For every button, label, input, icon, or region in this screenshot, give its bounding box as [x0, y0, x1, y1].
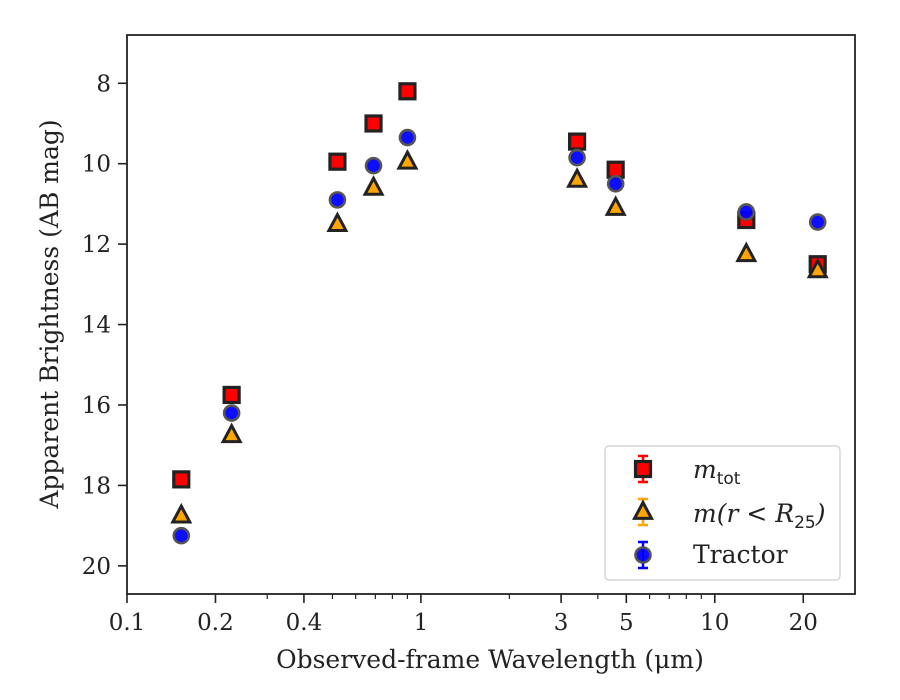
data-point-tractor [808, 213, 827, 231]
legend-marker-tractor [634, 546, 652, 564]
x-tick-label: 10 [700, 610, 729, 636]
data-point-tractor [606, 174, 625, 193]
legend-label-m-r25: m(r < R25) [693, 499, 825, 533]
x-tick-label: 5 [619, 610, 634, 636]
series-m-tot [172, 82, 827, 489]
data-point-tractor [398, 128, 417, 147]
data-point-m-tot [606, 160, 625, 179]
data-point-m-r25 [396, 149, 419, 170]
data-point-tractor [568, 148, 586, 167]
x-tick-label: 1 [414, 610, 429, 636]
plot-area [170, 82, 829, 545]
data-point-m-r25 [566, 167, 589, 188]
series-m-r25 [170, 149, 829, 524]
data-point-m-r25 [220, 422, 243, 444]
data-point-tractor [328, 191, 347, 209]
data-point-m-tot [398, 82, 417, 101]
data-point-m-tot [222, 385, 241, 405]
y-tick-label: 12 [82, 232, 111, 258]
x-axis-label: Observed-frame Wavelength (μm) [276, 645, 704, 674]
y-tick-label: 8 [96, 71, 111, 97]
legend-marker-m-tot [633, 459, 653, 479]
legend-swatch-m-tot [633, 454, 653, 484]
data-point-m-r25 [170, 502, 193, 524]
legend: mtot m(r < R25) Tractor [604, 445, 841, 581]
axes: 0.1 0.2 0.4 1 3 5 10 20 8 10 12 14 16 18 20 [82, 34, 856, 636]
x-tick-label: 0.4 [286, 610, 323, 636]
data-point-tractor [737, 203, 756, 221]
data-point-tractor [364, 156, 383, 175]
y-tick-label: 18 [82, 473, 111, 499]
data-point-tractor [172, 526, 191, 545]
legend-label-m-tot: mtot [693, 455, 741, 489]
y-tick-label: 16 [82, 393, 111, 419]
data-point-m-r25 [362, 175, 385, 196]
data-point-m-r25 [806, 257, 829, 279]
x-tick-label: 20 [789, 610, 818, 636]
y-axis-label: Apparent Brightness (AB mag) [35, 119, 64, 509]
series-tractor [172, 128, 827, 545]
plot-frame [126, 34, 856, 595]
x-tick-label: 3 [554, 610, 569, 636]
y-tick-label: 20 [82, 554, 111, 580]
data-point-m-tot [328, 152, 347, 171]
legend-box [604, 445, 841, 581]
x-tick-label: 0.1 [109, 610, 146, 636]
data-point-m-r25 [326, 211, 349, 232]
y-tick-label: 14 [82, 313, 111, 339]
legend-label-tractor: Tractor [693, 540, 788, 569]
legend-swatch-m-r25 [631, 497, 655, 527]
x-tick-label: 0.2 [197, 610, 234, 636]
y-tick-label: 10 [82, 152, 111, 178]
data-point-m-r25 [604, 195, 627, 216]
legend-swatch-tractor [634, 540, 652, 570]
data-point-m-tot [172, 470, 191, 489]
legend-marker-m-r25 [631, 499, 655, 520]
data-point-m-tot [567, 132, 587, 151]
data-point-m-tot [364, 114, 383, 133]
data-point-tractor [222, 404, 241, 422]
data-point-m-r25 [735, 241, 758, 263]
